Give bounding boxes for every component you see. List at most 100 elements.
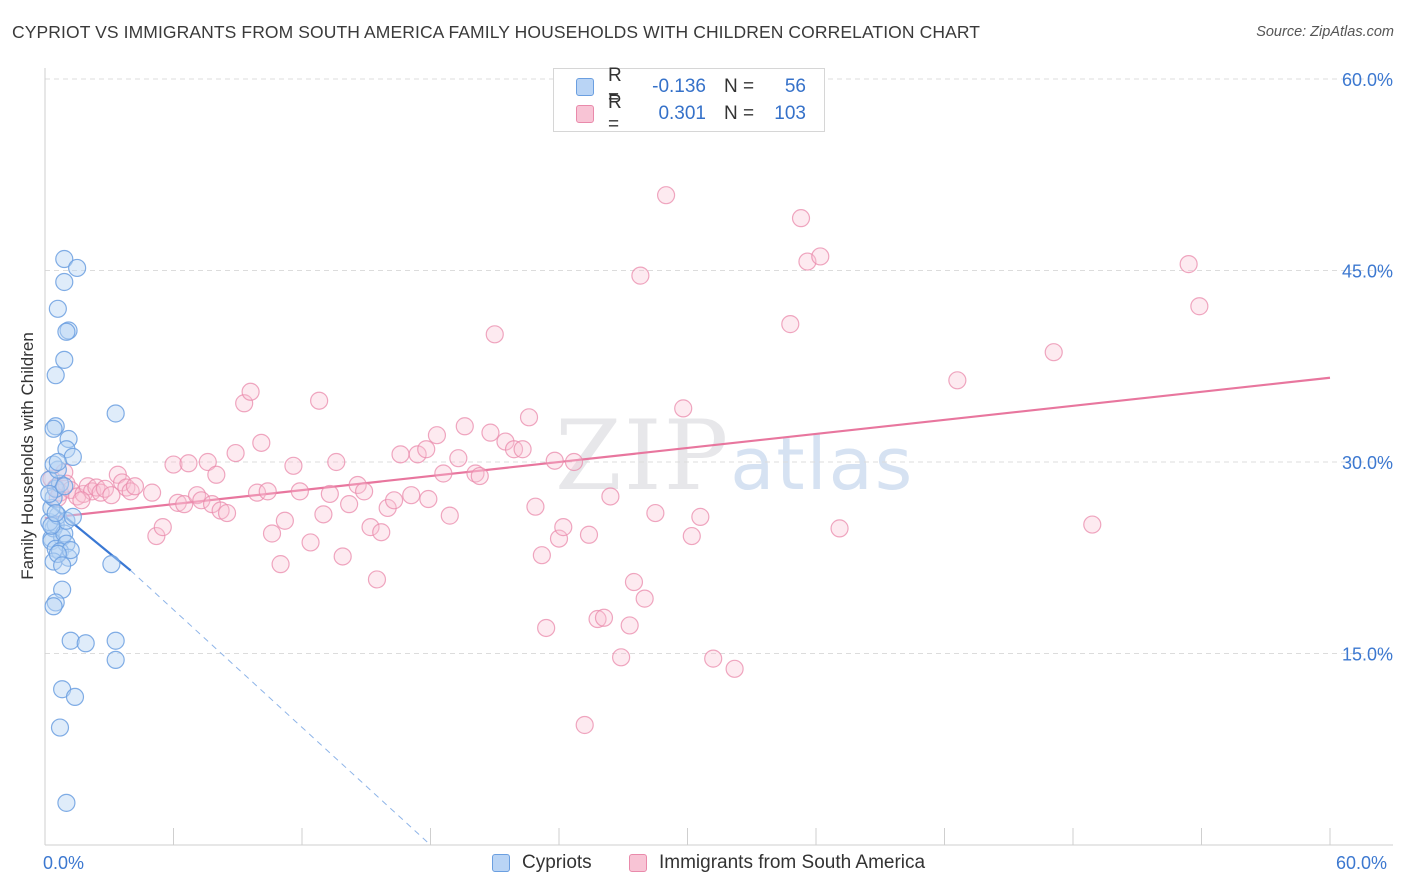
- immigrants-point: [791, 209, 811, 228]
- y-tick-label: 45.0%: [1342, 262, 1393, 282]
- immigrants-point: [217, 503, 237, 523]
- immigrants-point: [455, 417, 474, 436]
- immigrants-point: [314, 505, 333, 524]
- immigrants-point: [620, 616, 639, 635]
- source-label: Source: ZipAtlas.com: [1256, 24, 1394, 40]
- cypriots-point: [46, 503, 65, 523]
- immigrants-point: [417, 440, 436, 459]
- immigrants-point: [549, 529, 569, 548]
- immigrants-point: [691, 507, 710, 526]
- immigrants-point: [601, 487, 620, 506]
- immigrants-point: [656, 186, 676, 205]
- cypriots-swatch-icon: [576, 78, 594, 96]
- cypriots-point: [48, 452, 67, 472]
- immigrants-point: [579, 525, 599, 544]
- immigrants-point: [427, 426, 447, 445]
- immigrants-point: [1083, 515, 1102, 534]
- cypriots-trend-extension: [130, 570, 431, 846]
- immigrants-point: [275, 511, 294, 530]
- immigrants-point: [470, 466, 489, 486]
- immigrants-n-value: 103: [774, 103, 806, 124]
- immigrants-point: [485, 325, 504, 344]
- immigrants-point: [207, 465, 226, 484]
- immigrants-point: [1044, 343, 1063, 362]
- legend-item-label: Cypriots: [522, 852, 592, 873]
- cypriots-point: [57, 793, 76, 812]
- immigrants-point: [252, 433, 271, 452]
- immigrants-point: [235, 394, 254, 413]
- cypriots-point: [55, 477, 74, 496]
- correlation-legend: R = -0.136 N = 56 R = 0.301 N = 103: [553, 65, 825, 135]
- cypriots-point: [106, 650, 125, 669]
- n-label: N =: [724, 103, 755, 124]
- immigrants-point: [537, 618, 556, 638]
- immigrants-point: [241, 382, 260, 401]
- legend-item-immigrants[interactable]: Immigrants from South America: [629, 852, 925, 874]
- immigrants-point: [449, 449, 468, 468]
- immigrants-point: [327, 452, 346, 472]
- immigrants-point: [226, 443, 245, 463]
- cypriots-point: [106, 631, 125, 650]
- cypriots-point: [57, 322, 76, 341]
- immigrants-point: [402, 486, 421, 505]
- cypriots-point: [46, 417, 65, 436]
- immigrants-point: [481, 423, 500, 442]
- series-legend: Cypriots Immigrants from South America: [0, 852, 1406, 878]
- cypriots-point: [44, 419, 63, 438]
- immigrants-point: [262, 524, 282, 543]
- cypriots-point: [55, 272, 74, 292]
- cypriots-point: [44, 597, 63, 616]
- immigrants-point: [526, 497, 545, 516]
- immigrants-point: [333, 547, 352, 566]
- immigrants-point: [301, 533, 320, 552]
- n-label: N =: [724, 76, 755, 97]
- immigrants-point: [1179, 255, 1198, 274]
- immigrants-point: [419, 489, 438, 509]
- immigrants-point: [513, 440, 532, 459]
- cypriots-point: [48, 544, 67, 564]
- cypriots-point: [76, 634, 95, 653]
- cypriots-point: [48, 299, 67, 318]
- immigrants-point: [646, 503, 665, 523]
- immigrants-point: [192, 491, 211, 510]
- immigrants-point: [168, 493, 187, 512]
- legend-row-immigrants: R = 0.301 N = 103: [576, 92, 806, 135]
- cypriots-point: [50, 718, 70, 737]
- watermark-atlas: atlas: [730, 422, 915, 506]
- immigrants-point: [72, 491, 91, 510]
- legend-item-label: Immigrants from South America: [659, 852, 926, 873]
- immigrants-point: [564, 452, 584, 472]
- y-tick-label: 15.0%: [1342, 645, 1393, 665]
- immigrants-point: [682, 526, 701, 546]
- y-tick-label: 60.0%: [1342, 70, 1393, 90]
- immigrants-point: [153, 518, 172, 537]
- immigrants-point: [125, 477, 145, 496]
- watermark-zip: ZIP: [555, 400, 731, 512]
- immigrants-point: [725, 659, 744, 678]
- immigrants-point: [142, 483, 162, 502]
- cypriots-r-value: -0.136: [652, 76, 706, 97]
- immigrants-point: [310, 391, 329, 410]
- cypriots-point: [55, 249, 74, 269]
- immigrants-point: [271, 555, 290, 574]
- r-label: R =: [608, 65, 622, 108]
- cypriots-legend-swatch-icon: [492, 854, 510, 872]
- immigrants-point: [532, 546, 551, 565]
- immigrants-trend-line: [44, 376, 1331, 520]
- immigrants-r-value: 0.301: [658, 103, 706, 124]
- cypriots-point: [102, 555, 121, 574]
- cypriots-point: [106, 404, 125, 423]
- immigrants-point: [554, 518, 573, 537]
- r-label: R =: [608, 92, 622, 135]
- immigrants-point: [391, 445, 410, 464]
- immigrants-point: [147, 526, 166, 546]
- legend-item-cypriots[interactable]: Cypriots: [492, 852, 592, 874]
- immigrants-point: [674, 399, 693, 418]
- immigrants-point: [704, 649, 723, 668]
- immigrants-point: [612, 648, 631, 667]
- immigrants-point: [258, 482, 277, 501]
- cypriots-point: [55, 350, 74, 369]
- cypriots-point: [68, 258, 87, 278]
- immigrants-point: [290, 482, 309, 501]
